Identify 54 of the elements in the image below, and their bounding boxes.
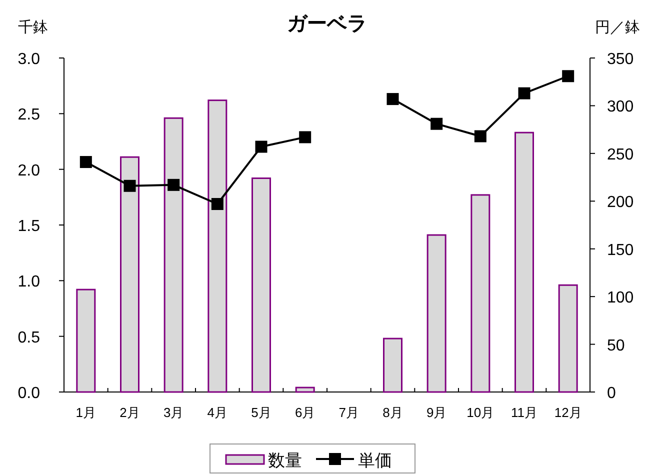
y-tick-label: 0.5	[18, 329, 40, 346]
x-tick-label: 3月	[163, 405, 184, 420]
bar	[208, 100, 228, 393]
point	[518, 87, 530, 100]
y2-tick-label: 300	[607, 98, 634, 116]
point	[80, 156, 92, 168]
bar	[252, 177, 271, 393]
y-tick-label: 1.5	[18, 218, 40, 235]
y2-tick-label: 150	[607, 242, 634, 259]
y-tick-label: 0.0	[18, 385, 40, 402]
bar	[558, 284, 578, 393]
point	[211, 198, 224, 210]
y2-tick-label: 200	[607, 194, 634, 212]
bar	[76, 288, 96, 393]
y-tick-label: 1.0	[18, 274, 40, 291]
point	[124, 180, 136, 192]
point	[562, 70, 574, 82]
bar	[514, 132, 534, 393]
x-tick-label: 12月	[554, 405, 582, 420]
bar	[164, 117, 184, 393]
y2-tick-label: 0	[607, 385, 616, 402]
x-tick-label: 1月	[76, 405, 96, 420]
x-tick-label: 6月	[294, 405, 316, 420]
point	[386, 93, 399, 106]
y2-tick-label: 100	[607, 290, 634, 307]
y-tick-label: 3.0	[18, 51, 40, 68]
point	[474, 130, 486, 142]
x-tick-label: 7月	[338, 405, 360, 420]
legend-label: 数量	[268, 451, 302, 470]
bar	[383, 338, 402, 393]
x-tick-label: 9月	[426, 405, 447, 420]
x-tick-label: 2月	[120, 405, 140, 420]
legend-label: 単価	[358, 451, 392, 470]
bar	[426, 234, 446, 393]
point	[299, 131, 312, 144]
x-tick-label: 5月	[251, 405, 272, 420]
y-tick-label: 2.0	[18, 162, 40, 180]
y2-axis-title: 円／鉢	[595, 19, 640, 36]
bar	[470, 194, 490, 393]
y-tick-label: 2.5	[18, 106, 40, 124]
y-axis-title: 千鉢	[18, 19, 48, 36]
point	[430, 118, 443, 130]
y2-tick-label: 350	[607, 51, 634, 68]
point	[168, 178, 180, 191]
point	[255, 140, 268, 153]
y2-tick-label: 250	[607, 146, 634, 164]
bar	[295, 386, 315, 393]
x-tick-label: 10月	[466, 405, 494, 420]
x-tick-label: 8月	[382, 405, 403, 420]
x-tick-label: 11月	[511, 405, 538, 420]
chart-title: ガーベラ	[287, 13, 367, 35]
bar	[120, 156, 140, 393]
x-tick-label: 4月	[207, 405, 228, 420]
y2-tick-label: 50	[607, 337, 625, 354]
